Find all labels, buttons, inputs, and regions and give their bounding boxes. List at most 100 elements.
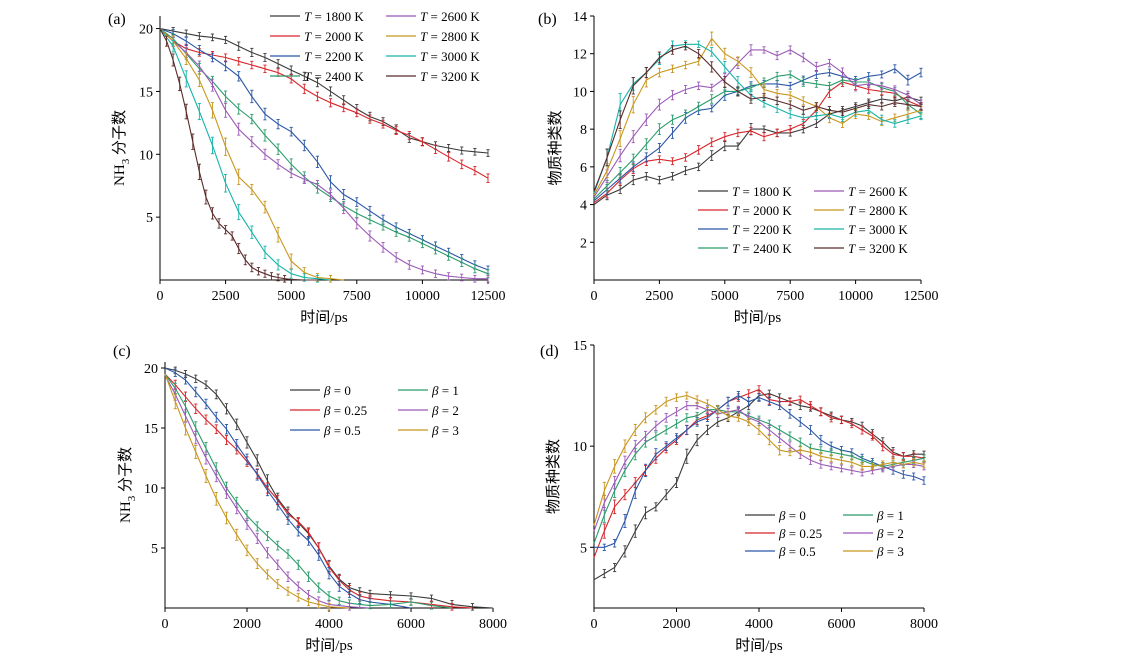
error-bar — [276, 59, 280, 69]
error-bar — [819, 452, 823, 461]
error-bar — [618, 130, 622, 147]
legend-var: T — [304, 69, 312, 84]
error-bar — [286, 513, 290, 525]
error-bar — [237, 204, 241, 221]
error-bar — [245, 544, 249, 557]
legend-label: T = 1800 K — [304, 9, 364, 24]
error-bar — [237, 122, 241, 136]
error-bar — [839, 464, 844, 473]
y-axis-title-main: NH — [118, 501, 134, 523]
series-c-3 — [164, 373, 453, 610]
error-bar — [368, 205, 372, 216]
error-bar — [757, 425, 761, 435]
error-bar — [657, 123, 661, 136]
y-tick-label: 5 — [146, 211, 153, 226]
error-bar — [747, 417, 751, 427]
legend-value: = 0 — [330, 383, 350, 398]
error-bar — [447, 152, 451, 162]
error-bar — [654, 404, 658, 415]
error-bar — [798, 395, 802, 404]
x-tick-label: 12500 — [904, 289, 939, 304]
error-bar — [644, 152, 648, 163]
error-bar — [178, 76, 182, 92]
error-bar — [644, 66, 648, 79]
legend-var: β — [431, 423, 439, 438]
legend-a: T = 1800 KT = 2000 KT = 2200 KT = 2400 K… — [270, 9, 480, 84]
error-bar — [723, 61, 727, 73]
error-bar — [269, 272, 274, 281]
series-line — [159, 28, 488, 280]
error-bar — [657, 142, 661, 154]
error-bar — [317, 582, 321, 593]
series-line — [593, 68, 922, 202]
y-tick-label: 15 — [139, 85, 153, 100]
error-bar — [893, 64, 897, 74]
legend-value: = 2400 K — [739, 241, 792, 256]
legend-value: = 3 — [883, 544, 903, 559]
y-axis-title: 物质种类数 — [545, 439, 562, 514]
error-bar — [827, 58, 832, 68]
legend-value: = 2000 K — [739, 203, 792, 218]
error-bar — [276, 159, 280, 170]
y-tick-label: 4 — [580, 199, 587, 214]
error-bar — [337, 596, 341, 605]
error-bar — [919, 67, 923, 78]
legend-item: β = 0.25 — [290, 403, 367, 418]
error-bar — [473, 274, 477, 283]
legend-item: β = 0 — [745, 508, 806, 523]
error-bar — [302, 139, 306, 152]
error-bar — [726, 411, 730, 421]
error-bar — [368, 230, 372, 242]
legend-value: = 2800 K — [855, 203, 908, 218]
x-tick-label: 10000 — [405, 289, 440, 304]
error-bar — [757, 393, 761, 402]
error-bar — [775, 51, 779, 61]
error-bar — [654, 431, 658, 441]
legend-value: = 1 — [883, 508, 903, 523]
error-bar — [243, 254, 247, 266]
series-line — [593, 81, 922, 204]
error-bar — [697, 145, 701, 155]
error-bar — [317, 549, 321, 561]
error-bar — [827, 106, 832, 115]
error-bar — [315, 180, 320, 189]
y-tick-label: 20 — [144, 362, 158, 377]
legend-var: β — [323, 383, 331, 398]
series-line — [593, 73, 922, 200]
error-bar — [296, 581, 300, 592]
error-bar — [286, 549, 290, 559]
error-bar — [867, 79, 871, 88]
legend-var: β — [778, 544, 786, 559]
error-bar — [749, 127, 753, 135]
error-bar — [881, 441, 885, 452]
error-bar — [880, 81, 884, 90]
legend-item: β = 1 — [398, 383, 459, 398]
legend-var: T — [848, 184, 856, 199]
error-bar — [447, 144, 451, 152]
error-bar — [214, 469, 218, 483]
error-bar — [184, 70, 188, 88]
error-bar — [623, 545, 627, 558]
y-tick-label: 15 — [144, 422, 158, 437]
error-bar — [798, 417, 802, 427]
x-tick-label: 0 — [162, 617, 169, 632]
error-bar — [317, 600, 321, 609]
panel-b: 0 2500 5000 7500 10000 12500 2 4 6 8 10 12 14 (b) 时间/p… — [538, 10, 939, 326]
error-bar — [695, 411, 699, 420]
error-bar — [644, 172, 648, 181]
error-bar — [829, 454, 833, 463]
error-bar — [839, 456, 844, 465]
x-tick-label: 5000 — [711, 289, 739, 304]
error-bar — [204, 414, 208, 425]
error-bar — [263, 245, 267, 259]
series-line — [159, 28, 489, 154]
error-bar — [788, 70, 792, 79]
error-bar — [685, 413, 689, 423]
legend-label: T = 2800 K — [848, 203, 908, 218]
legend-item: T = 2800 K — [814, 203, 908, 218]
error-bar — [224, 225, 228, 235]
error-bar — [798, 446, 802, 455]
error-bar — [757, 385, 761, 394]
error-bar — [736, 405, 740, 414]
error-bar — [736, 142, 740, 150]
